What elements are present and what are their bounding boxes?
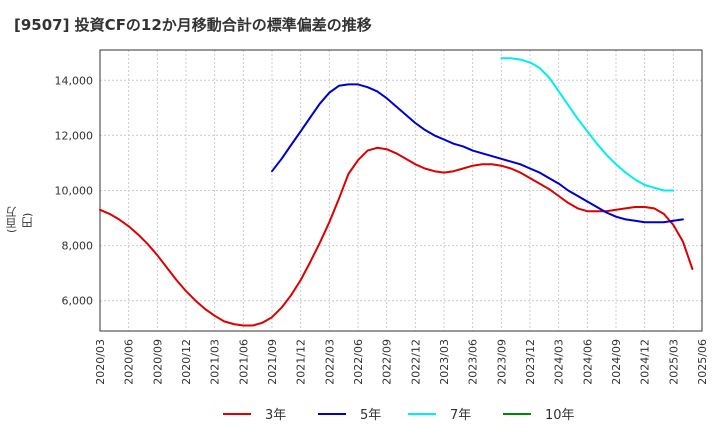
- x-tick-label: 2021/03: [209, 339, 222, 385]
- chart-title: [9507] 投資CFの12か月移動合計の標準偏差の推移: [14, 16, 372, 34]
- y-tick-label: 12,000: [55, 129, 94, 142]
- y-tick-label: 10,000: [55, 185, 94, 198]
- x-tick-label: 2020/03: [94, 339, 107, 385]
- y-tick-label: 14,000: [55, 74, 94, 87]
- x-tick-label: 2022/06: [352, 339, 365, 385]
- x-tick-label: 2020/09: [151, 339, 164, 385]
- series-line-5年: [271, 83, 684, 224]
- x-tick-label: 2025/06: [696, 339, 709, 385]
- x-tick-label: 2020/12: [180, 339, 193, 385]
- x-tick-label: 2023/06: [467, 339, 480, 385]
- legend-label-3年: 3年: [265, 408, 286, 423]
- series-line-7年: [500, 57, 675, 192]
- y-tick-label: 6,000: [62, 295, 94, 308]
- series-line-3年: [99, 146, 694, 327]
- x-tick-label: 2025/03: [667, 339, 680, 385]
- x-tick-label: 2021/09: [266, 339, 279, 385]
- plot-frame: [99, 49, 703, 332]
- legend-label-5年: 5年: [360, 408, 381, 423]
- legend-label-7年: 7年: [450, 408, 471, 423]
- x-tick-label: 2020/06: [123, 339, 136, 385]
- x-tick-label: 2024/03: [553, 339, 566, 385]
- x-tick-label: 2023/03: [438, 339, 451, 385]
- x-tick-label: 2024/06: [581, 339, 594, 385]
- y-tick-label: 8,000: [62, 240, 94, 253]
- x-tick-label: 2022/12: [409, 339, 422, 385]
- x-tick-label: 2023/09: [495, 339, 508, 385]
- x-tick-label: 2024/09: [610, 339, 623, 385]
- x-tick-label: 2024/12: [639, 339, 652, 385]
- x-tick-label: 2021/12: [295, 339, 308, 385]
- x-tick-label: 2023/12: [524, 339, 537, 385]
- x-tick-label: 2022/03: [323, 339, 336, 385]
- x-tick-label: 2022/09: [381, 339, 394, 385]
- x-tick-label: 2021/06: [237, 339, 250, 385]
- legend-label-10年: 10年: [545, 408, 575, 423]
